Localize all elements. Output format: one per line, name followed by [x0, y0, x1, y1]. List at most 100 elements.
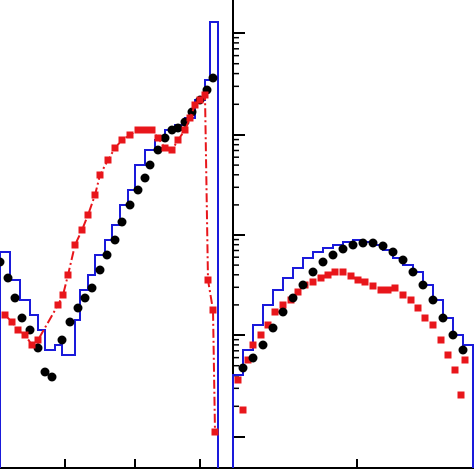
point: [331, 268, 339, 276]
point: [384, 286, 392, 294]
histogram-bin: [62, 355, 75, 468]
point: [204, 276, 212, 284]
histogram-bin: [195, 100, 205, 468]
point: [347, 272, 355, 280]
point: [14, 326, 22, 334]
histogram-bin: [155, 140, 165, 468]
point: [211, 428, 219, 436]
point: [145, 160, 155, 170]
point: [448, 330, 458, 340]
point: [398, 255, 408, 265]
point: [125, 200, 135, 210]
point: [1, 311, 9, 319]
point: [33, 343, 43, 353]
point: [239, 406, 247, 414]
histogram-bin: [185, 118, 195, 468]
histogram-bin: [165, 130, 175, 468]
point: [196, 96, 204, 104]
point: [317, 274, 325, 282]
point: [368, 238, 378, 248]
histogram-bin: [128, 190, 135, 468]
point: [244, 356, 252, 364]
point: [110, 235, 120, 245]
point: [429, 321, 437, 329]
point: [0, 257, 5, 267]
point: [458, 345, 468, 355]
point: [161, 144, 169, 152]
point: [457, 391, 465, 399]
histogram-bin: [120, 205, 128, 468]
point: [21, 331, 29, 339]
point: [248, 353, 258, 363]
point: [308, 267, 318, 277]
point: [288, 293, 298, 303]
point: [173, 123, 183, 133]
point: [298, 280, 308, 290]
point: [264, 321, 272, 329]
point: [91, 191, 99, 199]
histogram-bin: [233, 375, 243, 468]
point: [186, 114, 194, 122]
point: [354, 276, 362, 284]
point: [418, 280, 428, 290]
point: [348, 240, 358, 250]
point: [181, 126, 189, 134]
point: [64, 271, 72, 279]
point: [10, 293, 20, 303]
histogram-bin: [135, 165, 145, 468]
point: [428, 295, 438, 305]
point: [338, 244, 348, 254]
point: [57, 335, 67, 345]
point: [309, 278, 317, 286]
point: [388, 247, 398, 257]
point: [438, 313, 448, 323]
histogram-bin: [145, 150, 155, 468]
point: [187, 107, 197, 117]
point: [47, 372, 57, 382]
point: [95, 265, 105, 275]
point: [71, 241, 79, 249]
point: [358, 238, 368, 248]
point: [174, 136, 182, 144]
histogram-bin: [55, 345, 62, 468]
point: [377, 286, 385, 294]
point: [191, 101, 199, 109]
point: [271, 308, 279, 316]
point: [399, 291, 407, 299]
point: [154, 134, 162, 142]
point: [278, 307, 288, 317]
histogram-bin: [333, 245, 343, 468]
histogram-bin: [10, 280, 20, 468]
histogram-bin: [383, 250, 393, 468]
point: [17, 313, 27, 323]
histogram-bin: [373, 245, 383, 468]
point: [378, 241, 388, 251]
point: [8, 318, 16, 326]
point: [318, 257, 328, 267]
point: [168, 146, 176, 154]
point: [118, 136, 126, 144]
point: [148, 126, 156, 134]
point: [324, 271, 332, 279]
histogram-bin: [95, 255, 105, 468]
histogram-bin: [112, 225, 120, 468]
point: [209, 306, 217, 314]
point: [408, 267, 418, 277]
point: [268, 323, 278, 333]
point: [111, 144, 119, 152]
point: [160, 133, 170, 143]
histogram-bin: [175, 125, 185, 468]
point: [140, 173, 150, 183]
histogram-bin: [45, 350, 55, 468]
point: [104, 156, 112, 164]
point: [461, 356, 469, 364]
point: [421, 314, 429, 322]
point: [34, 336, 42, 344]
point: [339, 268, 347, 276]
point: [238, 363, 248, 373]
point: [258, 340, 268, 350]
point: [28, 341, 36, 349]
point: [437, 336, 445, 344]
point: [153, 145, 163, 155]
